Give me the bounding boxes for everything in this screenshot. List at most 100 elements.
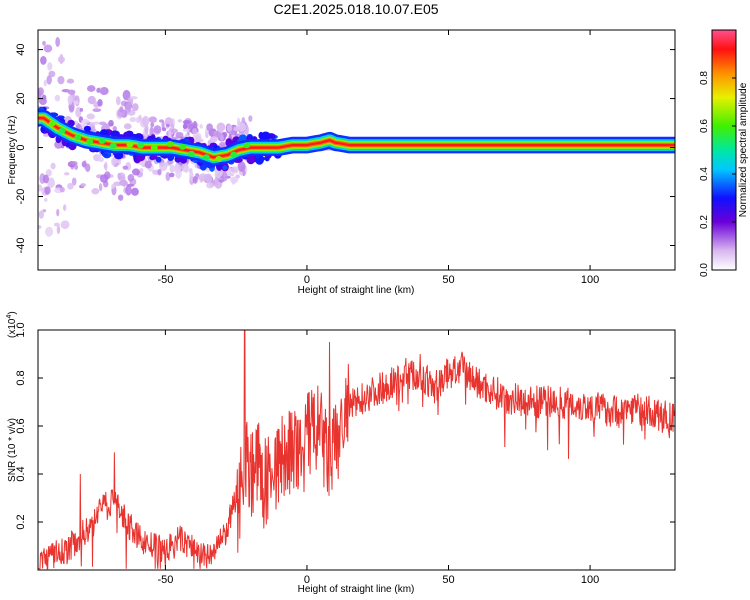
snr-multiplier: (x104) [6,311,18,338]
heatmap-speckle [60,220,70,230]
heatmap-cell [48,120,56,127]
heatmap-speckle [219,141,227,146]
heatmap-panel: -50 0 50 100 -40 -20 0 20 40 Height of straight… [7,5,676,296]
heatmap-cell [246,154,256,165]
heatmap-speckle [99,174,109,183]
heatmap-speckle [169,172,175,178]
heatmap-speckle [230,176,239,184]
heatmap-speckle [144,160,152,169]
heatmap-x-axis-label: Height of straight line (km) [298,285,415,296]
heatmap-y-tick-label: 0 [15,144,27,150]
heatmap-y-tick-label: 20 [15,92,27,104]
heatmap-speckle [35,11,43,20]
heatmap-speckle [67,182,74,190]
heatmap-speckle [91,188,100,195]
heatmap-speckle [42,209,47,213]
snr-y-tick-label: 0.8 [15,370,27,385]
snr-x-tick-label: 50 [442,574,454,586]
heatmap-speckle [226,124,233,132]
heatmap-speckle [131,168,141,176]
heatmap-speckle [127,174,135,182]
heatmap-speckle [153,125,162,134]
svg-text:(x104): (x104) [6,311,18,338]
heatmap-speckle [63,204,67,212]
heatmap-speckle [96,87,101,93]
heatmap-ridge-band [38,117,675,159]
snr-series-line [38,330,675,570]
heatmap-speckle [48,70,56,78]
heatmap-cell [230,151,238,158]
heatmap-speckle [38,225,42,229]
heatmap-speckle [129,116,137,123]
snr-y-tick-label: 0.6 [15,418,27,433]
heatmap-cell [150,144,158,151]
heatmap-speckle [175,131,184,139]
heatmap-y-axis-label: Frequency (Hz) [7,116,18,185]
heatmap-speckle [86,113,95,120]
heatmap-cell [102,152,108,158]
heatmap-cells [35,5,675,237]
heatmap-speckle [47,177,55,189]
heatmap-speckle [142,115,150,127]
heatmap-cell [137,142,145,149]
heatmap-cell [264,155,270,162]
heatmap-speckle [205,173,213,184]
heatmap-speckle [148,116,157,123]
heatmap-y-tick-label: -40 [15,238,27,254]
heatmap-speckle [192,128,198,134]
heatmap-y-tick-label: 40 [15,43,27,55]
heatmap-speckle [81,161,87,168]
heatmap-cell [179,143,187,150]
heatmap-speckle [129,96,138,100]
snr-y-ticks: 0.2 0.4 0.6 0.8 1.0 [15,322,675,530]
heatmap-speckle [42,40,46,46]
heatmap-speckle [98,183,103,192]
heatmap-speckle [131,103,139,112]
heatmap-speckle [73,100,79,105]
heatmap-cell [86,138,94,145]
heatmap-speckle [44,197,48,202]
colorbar-tick-label: 0.4 [699,167,710,181]
heatmap-speckle [122,165,129,170]
heatmap-cell [74,134,82,141]
heatmap-speckle [117,194,124,201]
heatmap-cell [110,130,120,138]
heatmap-speckle [56,225,61,235]
snr-x-tick-label: -50 [157,574,173,586]
heatmap-speckle [56,208,60,217]
heatmap-speckle [46,75,52,85]
heatmap-speckle [42,174,49,184]
heatmap-speckle [169,164,176,173]
heatmap-speckle [54,140,63,149]
heatmap-speckle [209,136,218,143]
heatmap-speckle [131,187,139,196]
heatmap-speckle [38,5,42,13]
snr-y-tick-label: 0.2 [15,514,27,529]
colorbar-tick-label: 0.8 [699,71,710,85]
heatmap-cell [243,142,251,149]
heatmap-speckle [192,176,198,184]
heatmap-cell [58,127,66,134]
snr-frame [37,329,676,571]
heatmap-speckle [38,184,43,192]
snr-y-axis-label: SNR (10 * v/v) [7,418,18,482]
heatmap-cell [202,154,210,161]
heatmap-speckle [157,168,162,176]
heatmap-speckle [97,99,103,107]
snr-y-tick-label: 1.0 [15,322,27,337]
snr-panel: -50 0 50 100 0.2 0.4 0.6 0.8 1.0 Height of stra… [6,311,676,595]
heatmap-speckle [123,123,132,130]
heatmap-speckle [36,23,41,28]
colorbar-tick-label: 0.0 [699,263,710,277]
heatmap-speckle [236,117,241,128]
heatmap-speckle [50,162,56,170]
heatmap-speckle [205,133,209,139]
heatmap-speckle [117,172,126,182]
heatmap-speckle [38,87,44,96]
heatmap-x-tick-label: 100 [581,274,599,286]
heatmap-cell [109,142,117,149]
heatmap-x-tick-label: -50 [157,274,173,286]
colorbar-tick-label: 0.2 [699,215,710,229]
colorbar-label: Normalized spectral amplitude [738,82,749,217]
heatmap-speckle [182,119,191,125]
